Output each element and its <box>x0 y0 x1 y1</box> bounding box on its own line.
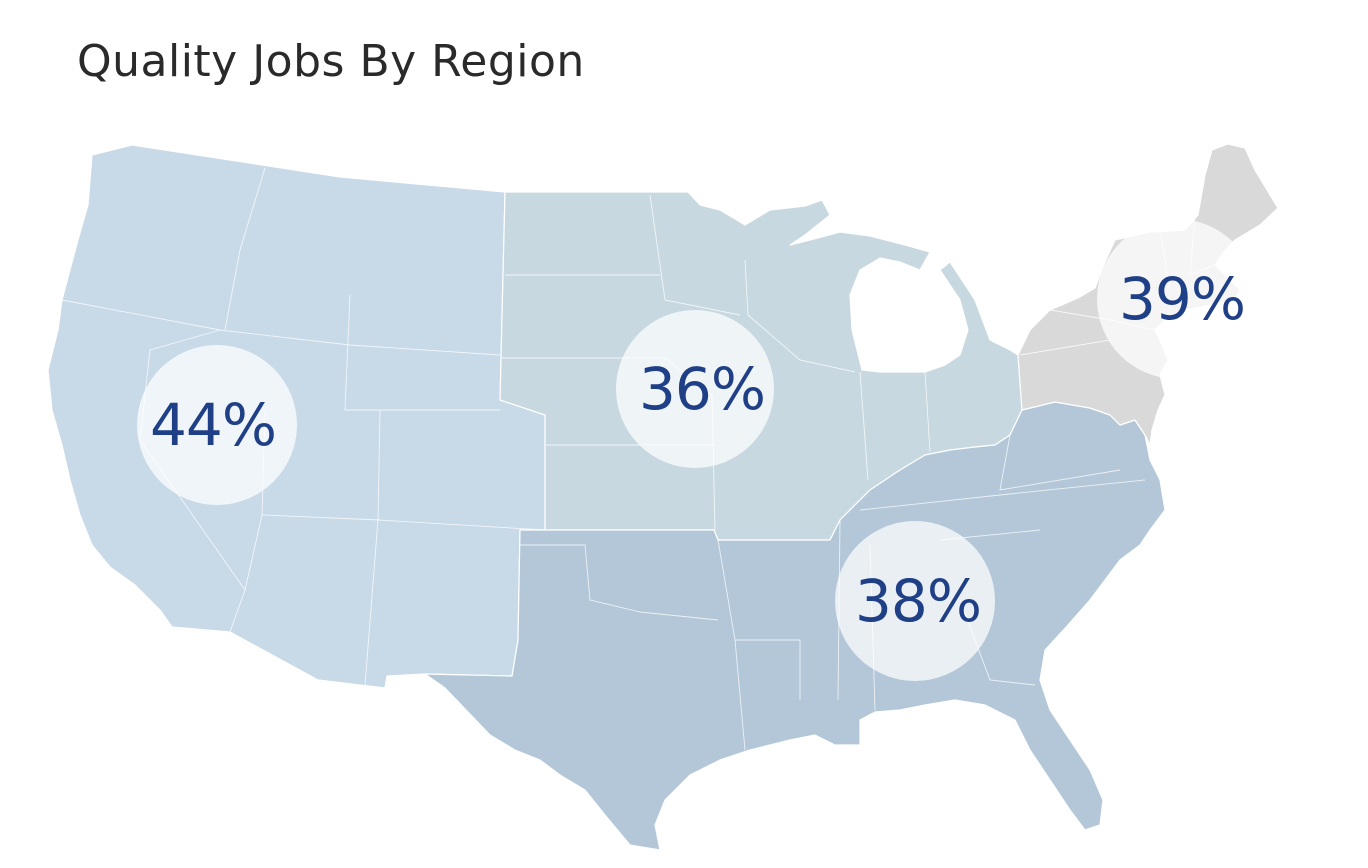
value-northeast: 39% <box>1119 265 1245 333</box>
bubble-west <box>137 345 297 505</box>
label-west: 44% <box>137 345 297 505</box>
label-northeast: 39% <box>1097 219 1257 379</box>
bubble-midwest <box>616 310 774 468</box>
label-midwest: 36% <box>616 310 774 468</box>
page-title: Quality Jobs By Region <box>77 36 585 87</box>
region-south[interactable] <box>424 401 1166 851</box>
bubble-south <box>835 521 995 681</box>
value-south: 38% <box>855 567 981 635</box>
label-south: 38% <box>835 521 995 681</box>
bubble-northeast <box>1097 219 1257 379</box>
value-west: 44% <box>150 391 276 459</box>
value-midwest: 36% <box>639 355 765 423</box>
